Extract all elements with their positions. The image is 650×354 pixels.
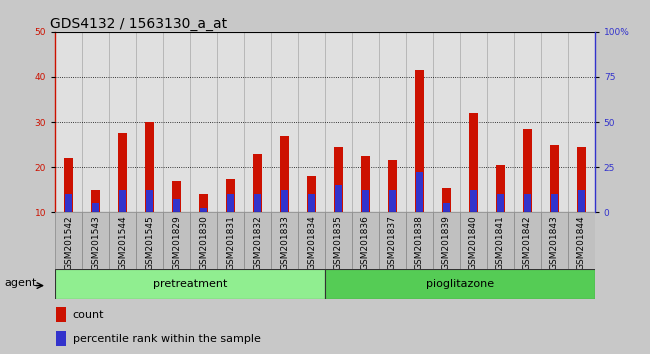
Bar xyxy=(514,212,541,269)
Text: GSM201842: GSM201842 xyxy=(523,215,532,270)
Bar xyxy=(227,194,234,212)
Text: GSM201832: GSM201832 xyxy=(253,215,262,270)
Bar xyxy=(120,190,126,212)
Bar xyxy=(280,136,289,212)
Bar xyxy=(254,194,261,212)
Bar xyxy=(379,212,406,269)
Text: GSM201844: GSM201844 xyxy=(577,215,586,270)
Bar xyxy=(163,212,190,269)
Bar xyxy=(190,212,217,269)
Text: GSM201838: GSM201838 xyxy=(415,215,424,270)
Text: pioglitazone: pioglitazone xyxy=(426,279,494,289)
Bar xyxy=(174,199,180,212)
Bar xyxy=(253,154,263,212)
Text: GSM201829: GSM201829 xyxy=(172,215,181,270)
Bar xyxy=(307,176,317,212)
Text: GSM201839: GSM201839 xyxy=(442,215,451,270)
Bar xyxy=(136,212,163,269)
Text: count: count xyxy=(73,310,104,320)
Bar xyxy=(361,156,370,212)
Bar xyxy=(497,194,504,212)
Bar xyxy=(109,212,136,269)
Text: GSM201840: GSM201840 xyxy=(469,215,478,270)
Bar xyxy=(577,147,586,212)
Text: GSM201545: GSM201545 xyxy=(145,215,154,270)
Bar xyxy=(441,188,451,212)
Bar xyxy=(495,165,505,212)
Bar xyxy=(325,269,595,299)
Bar xyxy=(118,133,127,212)
Bar xyxy=(281,190,288,212)
Text: GSM201544: GSM201544 xyxy=(118,215,127,270)
Bar xyxy=(55,269,325,299)
Text: GSM201833: GSM201833 xyxy=(280,215,289,270)
Bar xyxy=(433,212,460,269)
Bar xyxy=(199,194,209,212)
Bar xyxy=(568,212,595,269)
Bar xyxy=(470,190,476,212)
Text: GSM201835: GSM201835 xyxy=(334,215,343,270)
Bar xyxy=(308,194,315,212)
Bar xyxy=(200,208,207,212)
Text: GSM201836: GSM201836 xyxy=(361,215,370,270)
Bar xyxy=(551,194,558,212)
Bar xyxy=(57,307,66,322)
Bar xyxy=(55,212,83,269)
Bar xyxy=(146,190,153,212)
Bar xyxy=(549,145,559,212)
Text: GSM201543: GSM201543 xyxy=(91,215,100,270)
Text: GSM201841: GSM201841 xyxy=(496,215,505,270)
Bar xyxy=(226,178,235,212)
Text: GDS4132 / 1563130_a_at: GDS4132 / 1563130_a_at xyxy=(50,17,227,31)
Text: GSM201542: GSM201542 xyxy=(64,215,73,270)
Bar xyxy=(387,160,397,212)
Bar xyxy=(244,212,271,269)
Bar xyxy=(217,212,244,269)
Text: GSM201843: GSM201843 xyxy=(550,215,559,270)
Bar xyxy=(64,158,73,212)
Bar xyxy=(541,212,568,269)
Text: percentile rank within the sample: percentile rank within the sample xyxy=(73,333,261,343)
Bar xyxy=(416,172,422,212)
Bar xyxy=(578,190,584,212)
Text: GSM201834: GSM201834 xyxy=(307,215,316,270)
Text: GSM201830: GSM201830 xyxy=(199,215,208,270)
Text: GSM201831: GSM201831 xyxy=(226,215,235,270)
Text: agent: agent xyxy=(5,278,37,287)
Bar xyxy=(460,212,487,269)
Bar xyxy=(415,70,424,212)
Bar xyxy=(325,212,352,269)
Bar xyxy=(66,194,72,212)
Bar xyxy=(91,190,101,212)
Bar xyxy=(82,212,109,269)
Bar xyxy=(172,181,181,212)
Text: GSM201837: GSM201837 xyxy=(388,215,397,270)
Bar xyxy=(57,331,66,346)
Bar xyxy=(352,212,379,269)
Bar xyxy=(389,190,396,212)
Bar xyxy=(145,122,155,212)
Bar xyxy=(524,194,530,212)
Bar xyxy=(298,212,325,269)
Bar xyxy=(333,147,343,212)
Bar xyxy=(271,212,298,269)
Bar xyxy=(406,212,433,269)
Bar xyxy=(443,203,450,212)
Bar xyxy=(487,212,514,269)
Bar xyxy=(362,190,369,212)
Bar xyxy=(523,129,532,212)
Bar xyxy=(469,113,478,212)
Bar xyxy=(335,185,342,212)
Bar xyxy=(92,203,99,212)
Text: pretreatment: pretreatment xyxy=(153,279,228,289)
